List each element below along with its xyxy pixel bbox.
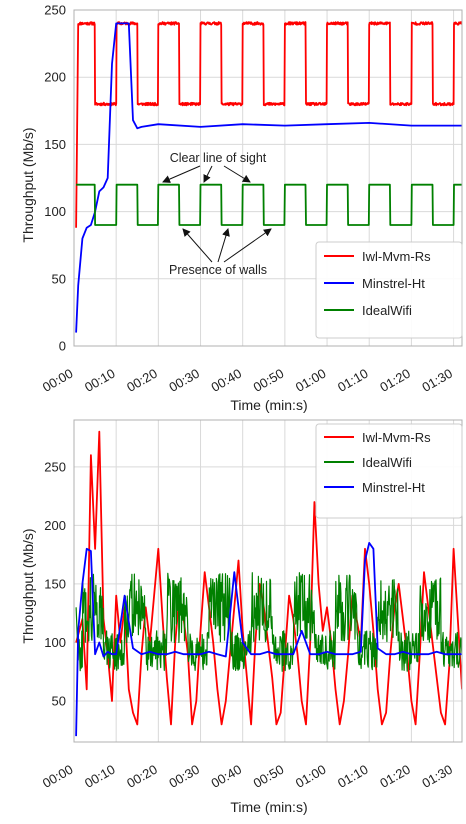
y-tick-label: 250 [44, 459, 66, 474]
bottom-chart-frame [73, 419, 463, 743]
series-line-iwl-mvm-rs [75, 430, 462, 726]
y-tick-label: 200 [44, 518, 66, 533]
x-tick-label: 01:30 [419, 366, 455, 395]
bottom-chart-x-ticks: 00:00 00:10 00:20 00:30 00:40 00:50 01:00 01:10… [40, 762, 455, 791]
y-tick-label: 100 [44, 204, 66, 219]
legend-box [315, 423, 463, 519]
series-line-iwl-mvm-rs [75, 21, 462, 228]
annotation-presence-of-walls: Presence of walls [169, 228, 272, 277]
y-tick-label: 50 [52, 694, 66, 709]
x-tick-label: 01:30 [419, 762, 455, 791]
legend-box [315, 241, 463, 339]
annotation-arrow [203, 165, 213, 183]
legend-label-minstrel-ht: Minstrel-Ht [362, 276, 425, 291]
annotation-arrow [162, 165, 201, 183]
x-tick-label: 01:10 [335, 762, 371, 791]
x-tick-label: 00:30 [166, 366, 202, 395]
bottom-chart-series [75, 430, 462, 737]
x-tick-label: 00:40 [209, 762, 245, 791]
series-line-minstrel-ht [75, 22, 462, 333]
top-chart-x-axis-label: Time (min:s) [230, 397, 307, 413]
x-tick-label: 01:00 [293, 366, 329, 395]
annotation-arrow [182, 228, 213, 263]
x-tick-label: 00:20 [124, 762, 160, 791]
legend-label-idealwifi: IdealWifi [362, 455, 412, 470]
series-group [75, 430, 462, 737]
series-line-idealwifi [75, 572, 462, 672]
x-tick-label: 00:30 [166, 762, 202, 791]
top-chart-frame [73, 9, 463, 347]
y-tick-label: 250 [44, 3, 66, 18]
x-tick-label: 01:20 [377, 762, 413, 791]
annotation-arrow [217, 228, 230, 263]
annotation-presence-of-walls-text: Presence of walls [169, 263, 267, 277]
top-chart-series [75, 21, 462, 333]
legend-label-idealwifi: IdealWifi [362, 303, 412, 318]
top-chart-y-axis-label: Throughput (Mb/s) [20, 127, 36, 242]
y-tick-label: 100 [44, 635, 66, 650]
x-tick-label: 00:00 [40, 366, 76, 395]
legend-label-iwl-mvm-rs: Iwl-Mvm-Rs [362, 249, 431, 264]
top-chart-x-ticks: 00:00 00:10 00:20 00:30 00:40 00:50 01:00 01:10… [40, 366, 455, 395]
x-tick-label: 01:20 [377, 366, 413, 395]
x-tick-label: 00:50 [251, 762, 287, 791]
annotation-clear-line-of-sight: Clear line of sight [162, 151, 267, 183]
bottom-chart-legend: Iwl-Mvm-Rs IdealWifi Minstrel-Ht [315, 423, 463, 519]
top-chart: 0 50 100 150 200 250 00:00 00:10 00:20 00:30 00:4… [20, 3, 463, 413]
x-tick-label: 00:10 [82, 366, 118, 395]
legend-label-iwl-mvm-rs: Iwl-Mvm-Rs [362, 430, 431, 445]
legend-label-minstrel-ht: Minstrel-Ht [362, 480, 425, 495]
top-chart-grid [73, 9, 462, 347]
y-tick-label: 150 [44, 137, 66, 152]
bottom-chart-y-axis-label: Throughput (Mb/s) [20, 528, 36, 643]
top-chart-y-ticks: 0 50 100 150 200 250 [44, 3, 66, 354]
x-tick-label: 00:10 [82, 762, 118, 791]
x-tick-label: 00:50 [251, 366, 287, 395]
x-tick-label: 00:20 [124, 366, 160, 395]
bottom-chart-y-ticks: 50 100 150 200 250 [44, 459, 66, 708]
x-tick-label: 00:00 [40, 762, 76, 791]
series-line-idealwifi [76, 183, 462, 226]
bottom-chart: 50 100 150 200 250 00:00 00:10 00:20 00:30 00:40… [20, 419, 463, 815]
x-tick-label: 01:10 [335, 366, 371, 395]
x-tick-label: 01:00 [293, 762, 329, 791]
series-line-minstrel-ht [75, 542, 462, 737]
annotation-clear-line-of-sight-text: Clear line of sight [170, 151, 267, 165]
y-tick-label: 150 [44, 576, 66, 591]
series-group [75, 21, 462, 333]
y-tick-label: 200 [44, 70, 66, 85]
x-tick-label: 00:40 [209, 366, 245, 395]
y-tick-label: 50 [52, 271, 66, 286]
annotation-arrow [223, 165, 251, 183]
y-tick-label: 0 [59, 339, 66, 354]
top-chart-legend: Iwl-Mvm-Rs Minstrel-Ht IdealWifi [315, 241, 463, 339]
annotation-arrow [223, 228, 272, 263]
bottom-chart-x-axis-label: Time (min:s) [230, 799, 307, 815]
